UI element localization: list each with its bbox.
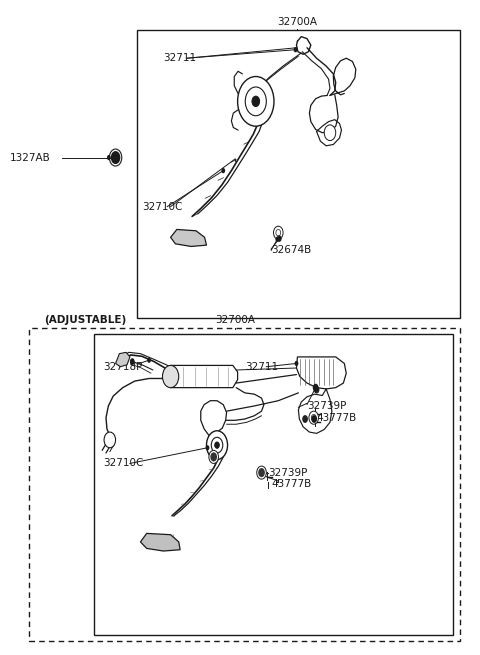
Circle shape: [107, 155, 111, 160]
Circle shape: [104, 432, 116, 448]
Text: 43777B: 43777B: [271, 479, 312, 489]
Bar: [29, 328, 460, 641]
Circle shape: [324, 125, 336, 141]
Text: 1327AB: 1327AB: [10, 153, 51, 162]
Polygon shape: [166, 365, 238, 388]
Circle shape: [294, 47, 298, 52]
Circle shape: [274, 226, 283, 239]
Circle shape: [295, 361, 299, 366]
Text: 32718P: 32718P: [104, 362, 143, 372]
Text: 32700A: 32700A: [215, 315, 255, 325]
Circle shape: [312, 415, 317, 423]
Circle shape: [162, 365, 179, 388]
Text: 32674B: 32674B: [271, 246, 312, 255]
Circle shape: [277, 235, 282, 242]
Bar: [94, 334, 453, 635]
Text: 32711: 32711: [245, 362, 278, 372]
Circle shape: [210, 453, 217, 462]
Text: 32710C: 32710C: [104, 458, 144, 468]
Circle shape: [147, 358, 151, 363]
Circle shape: [276, 229, 281, 236]
Text: (ADJUSTABLE): (ADJUSTABLE): [44, 315, 126, 325]
Circle shape: [238, 77, 274, 126]
Circle shape: [312, 415, 316, 421]
Bar: [137, 30, 460, 318]
Polygon shape: [170, 229, 206, 246]
Circle shape: [258, 468, 265, 477]
Text: 32739P: 32739P: [268, 468, 307, 477]
Circle shape: [111, 151, 120, 164]
Text: 32739P: 32739P: [307, 401, 347, 411]
Circle shape: [276, 236, 279, 242]
Text: 32711: 32711: [163, 53, 196, 64]
Circle shape: [245, 87, 266, 116]
Circle shape: [313, 384, 319, 392]
Circle shape: [209, 451, 218, 464]
Circle shape: [252, 96, 260, 107]
Polygon shape: [141, 533, 180, 551]
Circle shape: [309, 411, 319, 424]
Circle shape: [302, 415, 308, 423]
Text: 43777B: 43777B: [317, 413, 357, 422]
Circle shape: [109, 149, 122, 166]
Circle shape: [130, 358, 135, 365]
Circle shape: [314, 386, 320, 394]
Circle shape: [215, 442, 219, 449]
Text: 32700A: 32700A: [277, 17, 317, 27]
Polygon shape: [116, 352, 130, 367]
Circle shape: [257, 466, 266, 479]
Circle shape: [221, 168, 225, 174]
Polygon shape: [297, 357, 346, 389]
Circle shape: [211, 438, 223, 453]
Circle shape: [205, 445, 209, 451]
Circle shape: [206, 431, 228, 460]
Text: 32710C: 32710C: [142, 202, 182, 212]
